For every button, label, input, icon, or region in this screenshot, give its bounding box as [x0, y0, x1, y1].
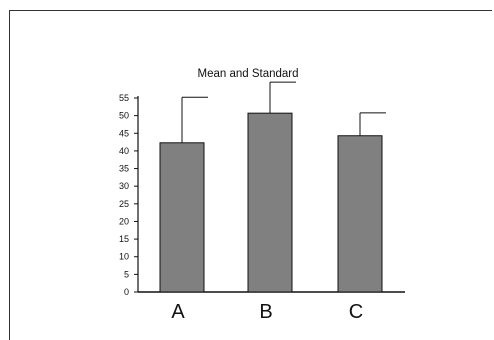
y-tick-label: 50 [119, 111, 129, 121]
category-label-a: A [171, 301, 185, 323]
category-label-b: B [259, 301, 272, 323]
chart-frame [9, 10, 492, 340]
y-tick-label: 20 [119, 216, 129, 226]
error-bars [181, 81, 386, 143]
y-tick-label: 30 [119, 181, 129, 191]
bar-c [337, 135, 383, 293]
y-tick-label: 10 [119, 252, 129, 262]
y-tick-label: 55 [119, 93, 129, 103]
y-tick-label: 15 [119, 234, 129, 244]
category-label-c: C [349, 301, 363, 323]
y-tick-label: 35 [119, 164, 129, 174]
y-tick-label: 45 [119, 128, 129, 138]
bar-a [159, 142, 205, 293]
bar-b [247, 112, 293, 293]
axis-labels: 0 5 10 15 20 25 30 35 40 45 50 55 A B C [119, 93, 363, 323]
y-tick-label: 25 [119, 199, 129, 209]
y-tick-label: 5 [124, 269, 129, 279]
y-tick-label: 40 [119, 146, 129, 156]
y-tick-label: 0 [124, 287, 129, 297]
chart-title: Mean and Standard [197, 68, 298, 80]
bars [159, 112, 383, 293]
